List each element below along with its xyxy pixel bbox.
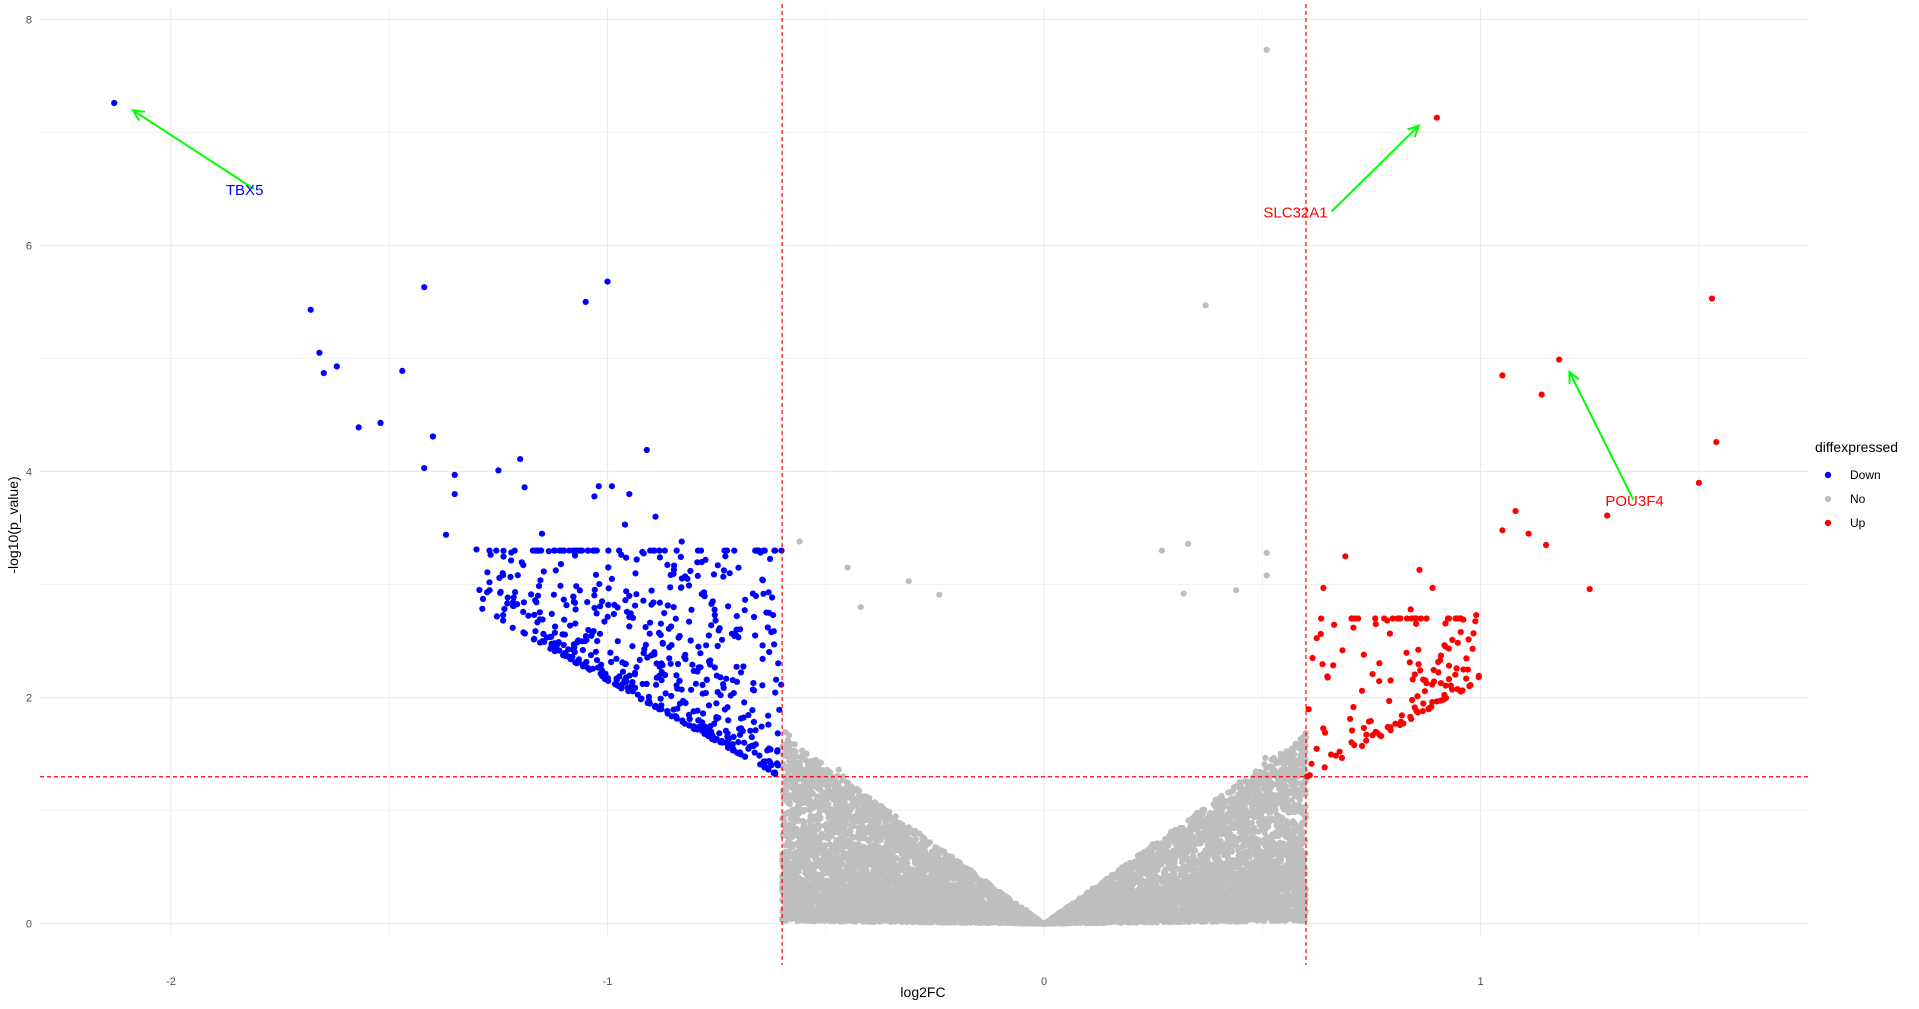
data-point-no [912,836,920,843]
data-point-no [1184,855,1191,862]
data-point-no [825,800,832,808]
data-point-no [1262,754,1269,762]
grid-lines [40,8,1808,935]
data-point-no [1225,789,1232,796]
data-points [111,46,1720,927]
data-point-no [1237,829,1244,836]
data-point-no [834,772,841,779]
data-point-no [1284,776,1292,783]
data-point-no [1302,803,1309,810]
data-point-no [818,830,825,838]
